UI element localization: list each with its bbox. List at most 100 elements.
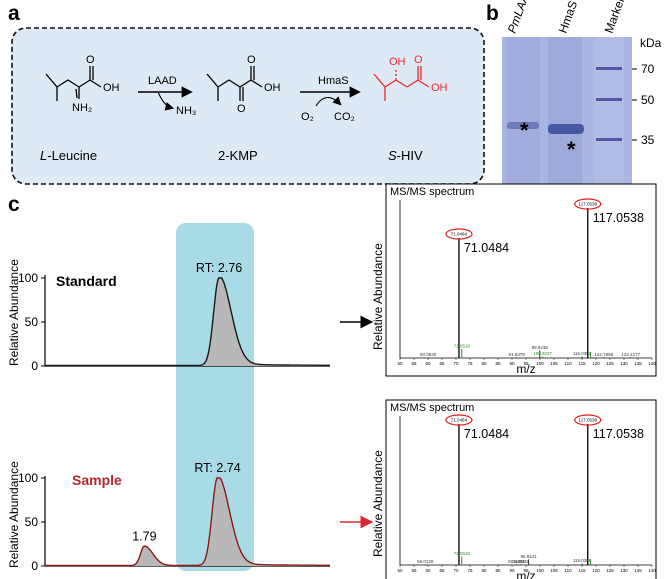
ms-peak-label: 132.4177 (621, 352, 640, 357)
ms-peak-mz-label: 71.0484 (464, 241, 509, 255)
chromatogram-standard: Relative Abundance 100 50 0 Standard RT:… (7, 259, 330, 373)
ms-xtick-label: 90 (509, 568, 515, 573)
ms-xtick-label: 120 (592, 568, 600, 573)
ms-peak-label: 93.0632 (512, 559, 529, 564)
ms-peak-circled-label: 117.0538 (579, 418, 598, 423)
chrom-sample-name-standard: Standard (56, 273, 117, 289)
ms-xtick-label: 115 (578, 568, 586, 573)
chrom-ytick-label-50: 50 (25, 315, 39, 329)
marker-band-35 (596, 138, 622, 141)
chrom-peak-label-rt: RT: 2.76 (196, 261, 242, 275)
ms-xtick-label: 130 (620, 568, 628, 573)
compound-name-kmp: 2-KMP (218, 148, 258, 163)
ms-peak-label: 115.0382 (573, 351, 592, 356)
ms-xtick-label: 70 (453, 568, 459, 573)
chrom-ylabel: Relative Abundance (7, 461, 21, 568)
o2-co2-exchange-arrow (315, 96, 342, 107)
ms-peak-mz-label: 71.0484 (464, 427, 509, 441)
ms-xtick-label: 135 (634, 361, 642, 366)
panel-label-b: b (486, 2, 499, 25)
chrom-ytick-label-100: 100 (18, 271, 38, 285)
ms-xtick-label: 135 (634, 568, 642, 573)
ms-xtick-label: 55 (411, 361, 417, 366)
ms-xtick-label: 110 (564, 568, 572, 573)
ms-xtick-label: 125 (606, 568, 614, 573)
lane-label-pmlaad: PmLAAD (505, 0, 535, 35)
ms-xtick-label: 70 (453, 361, 459, 366)
byproduct-co2: CO₂ (334, 111, 355, 123)
cosubstrate-o2: O₂ (301, 111, 314, 123)
ms-ylabel: Relative Abundance (371, 243, 385, 350)
ms-xtick-label: 80 (481, 361, 487, 366)
ms-xtick-label: 85 (495, 568, 501, 573)
leucine-carbonyl-o: O (86, 54, 95, 66)
band-pmlaad (507, 122, 539, 129)
star-hmas: * (567, 137, 576, 162)
ms-xtick-label: 130 (620, 361, 628, 366)
shiv-structure (373, 66, 430, 101)
lane-label-marker: Marker (602, 0, 628, 35)
kmp-keto-o: O (237, 103, 246, 115)
leucine-hydroxyl: OH (103, 82, 120, 94)
l-leucine-structure (45, 66, 102, 101)
ms-peak-mz-label: 117.0538 (593, 211, 644, 225)
leucine-amine: NH₂ (72, 102, 92, 114)
marker-band-70 (596, 67, 622, 70)
chrom-peak-label-rt: RT: 2.74 (194, 461, 240, 475)
chromatogram-sample: Relative Abundance 100 50 0 Sample 1.79 … (7, 461, 330, 573)
chrom-ytick-label-100: 100 (18, 471, 38, 485)
marker-size-50: 50 (641, 93, 655, 107)
chrom-ylabel: Relative Abundance (7, 259, 21, 366)
compound-name-leucine: L-Leucine (40, 148, 97, 163)
ms-xtick-label: 50 (397, 568, 403, 573)
ms-frame (385, 183, 657, 377)
chrom-trace (45, 477, 330, 567)
chrom-ytick-label-0: 0 (31, 559, 38, 573)
ms-peak-label: 95.9241 (520, 554, 537, 559)
ms-peak-highlight-circle (445, 228, 473, 240)
chrom-ytick-label-50: 50 (25, 515, 39, 529)
ms-xtick-label: 75 (467, 361, 473, 366)
ms-xtick-label: 100 (536, 361, 544, 366)
ms-ylabel: Relative Abundance (371, 450, 385, 557)
ms-peak-highlight-circle (574, 198, 602, 210)
ms-peak-label: 59.0120 (417, 559, 434, 564)
ms-peak-label: 91.5403 (508, 559, 525, 564)
gel-unit: kDa (640, 36, 662, 50)
ms-xtick-label: 105 (550, 361, 558, 366)
ms-xtick-label: 50 (397, 361, 403, 366)
enzyme-hmas-label: HmaS (318, 75, 349, 87)
kmp-hydroxyl: OH (264, 82, 281, 94)
shiv-alpha-hydroxyl: OH (389, 56, 406, 68)
ms-frame (385, 399, 657, 579)
star-pmlaad: * (520, 118, 529, 143)
ms-xtick-label: 60 (425, 361, 431, 366)
nh3-release-arrow (157, 91, 175, 111)
ms-xtick-label: 125 (606, 361, 614, 366)
marker-band-50 (596, 98, 622, 101)
ms-xtick-label: 140 (648, 568, 656, 573)
compound-name-shiv: S-HIV (388, 148, 423, 163)
marker-size-35: 35 (641, 133, 655, 147)
ms-peak-label: 100.9237 (533, 351, 552, 356)
panel-label-a: a (8, 2, 20, 25)
ms-xtick-label: 75 (467, 568, 473, 573)
chrom-ytick-label-0: 0 (31, 359, 38, 373)
ms-peak-label: 122.7858 (594, 352, 613, 357)
ms-peak-circled-label: 117.0538 (579, 202, 598, 207)
gel-lane-pmlaad (506, 37, 540, 188)
ms-peak-label: 72.0519 (454, 344, 471, 349)
ms-xtick-label: 65 (439, 361, 445, 366)
ms-spectrum-sample: MS/MS spectrum Relative Abundance 50 55 60 65… (371, 399, 657, 579)
ms-peak-mz-label: 117.0538 (593, 427, 644, 441)
ms-peak-label: 72.0518 (454, 551, 471, 556)
ms-peak-circled-label: 71.0484 (451, 232, 468, 237)
chrom-peak-label-minor: 1.79 (132, 530, 156, 544)
kmp-carbonyl-o: O (247, 54, 256, 66)
ms-xtick-label: 100 (536, 568, 544, 573)
ms-xtick-label: 95 (523, 568, 529, 573)
lane-label-hmas: HmaS (556, 0, 581, 35)
ms-xtick-label: 115 (578, 361, 586, 366)
retention-time-highlight (176, 223, 254, 571)
marker-size-70: 70 (641, 62, 655, 76)
